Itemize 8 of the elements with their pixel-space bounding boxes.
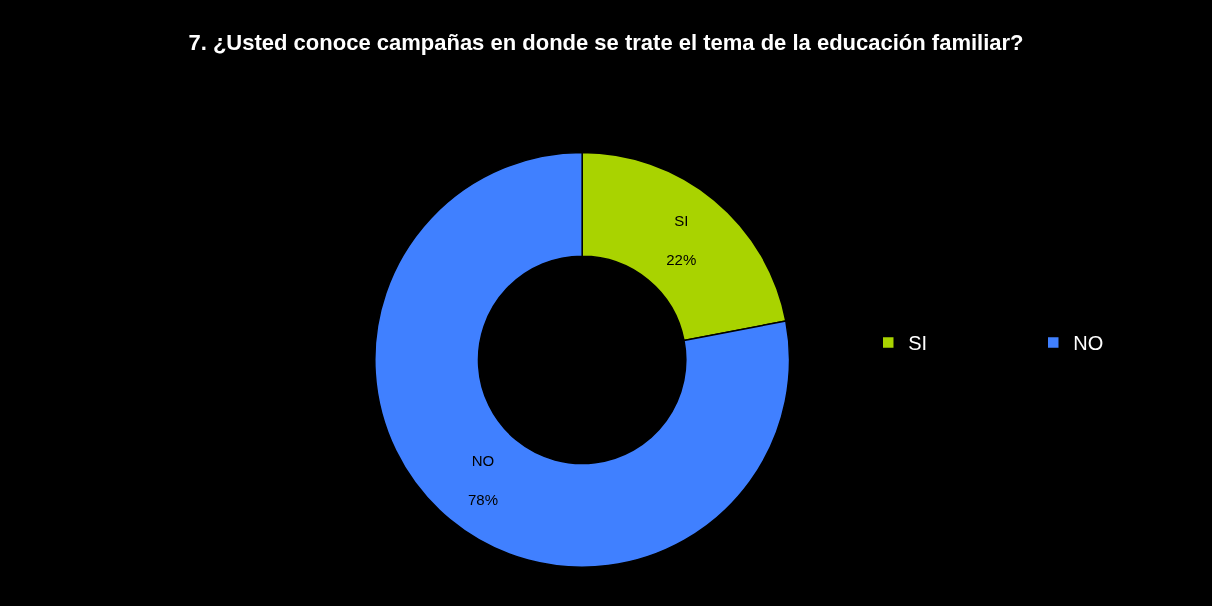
data-label: 22% (666, 251, 697, 269)
data-label: 78% (468, 490, 499, 508)
donut-slice (374, 151, 790, 568)
chart-title: 7. ¿Usted conoce campañas en donde se trate el tema de la educación familiar? (188, 30, 1024, 56)
slice-label: NO (471, 451, 495, 469)
legend-label: NO (1073, 332, 1104, 355)
legend-label: SI (908, 332, 928, 355)
slice-label: SI (674, 212, 689, 230)
